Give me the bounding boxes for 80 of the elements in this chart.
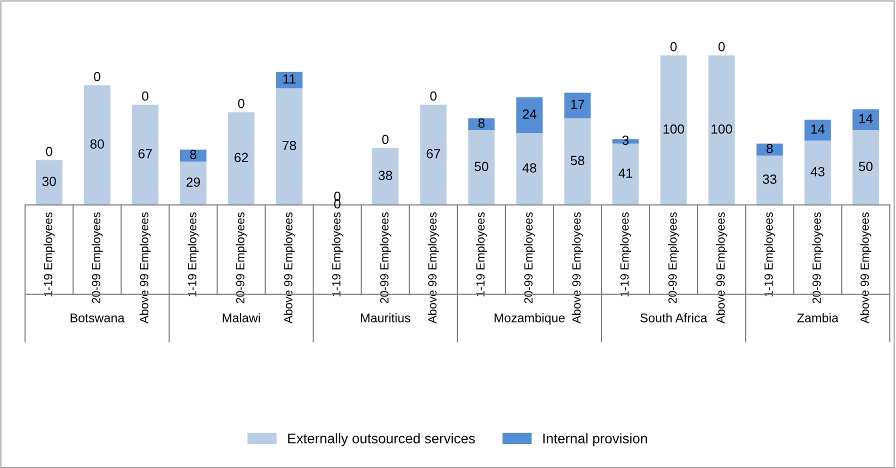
data-label: 14: [859, 114, 873, 124]
x-tick-label: 20-99 Employees: [668, 212, 680, 304]
data-label: 8: [766, 144, 773, 154]
data-label: 29: [186, 177, 200, 187]
data-label: 41: [618, 168, 632, 178]
bar: [132, 104, 158, 205]
bar: [228, 112, 254, 205]
text: Botswana: [70, 314, 125, 322]
bar: [516, 97, 543, 134]
data-label: 17: [571, 100, 584, 109]
legend-label: Internal provision: [543, 433, 647, 446]
bar: [804, 120, 831, 141]
data-label: 43: [810, 167, 824, 176]
text: South Africa: [640, 313, 708, 322]
bar: [180, 150, 206, 162]
bar: [660, 55, 687, 205]
data-label: 0: [46, 146, 52, 156]
data-label: 0: [94, 72, 100, 82]
bar: [372, 148, 399, 205]
bar: [804, 140, 831, 205]
data-label: 38: [378, 170, 392, 180]
bar: [852, 130, 879, 205]
bar: [84, 85, 110, 205]
bar: [708, 55, 735, 205]
bar: [852, 109, 879, 130]
bar: [756, 156, 783, 205]
text: Mauritius: [361, 313, 410, 322]
data-label: 48: [522, 163, 536, 173]
bar: [468, 118, 495, 130]
x-tick-label: Above 99 Employees: [860, 212, 872, 324]
data-label: 67: [138, 149, 152, 158]
bar: [756, 144, 783, 156]
bar: [564, 92, 591, 118]
x-tick-label: 20-99 Employees: [92, 212, 103, 304]
x-tick-label: Above 99 Employees: [572, 212, 583, 324]
text: Mozambique: [494, 313, 565, 325]
bar: [564, 118, 591, 205]
data-label: 100: [664, 124, 684, 134]
bar: [420, 104, 447, 205]
data-label: 0: [670, 42, 677, 52]
legend-label: Externally outsourced services: [288, 433, 475, 446]
data-label: 0: [718, 42, 725, 52]
data-label: 24: [522, 109, 536, 119]
data-label: 8: [190, 150, 196, 160]
data-label: 0: [334, 199, 340, 209]
x-tick-label: Above 99 Employees: [716, 212, 728, 324]
text: Malawi: [222, 313, 260, 322]
x-tick-label: 20-99 Employees: [812, 212, 824, 304]
data-label: 33: [762, 174, 776, 184]
data-label: 78: [282, 140, 296, 150]
data-label: 58: [570, 156, 584, 166]
bar: [276, 72, 302, 88]
data-label: 62: [234, 152, 248, 162]
data-label: 67: [426, 149, 440, 158]
data-label: 14: [811, 124, 825, 134]
bar: [468, 130, 495, 205]
data-label: 50: [858, 162, 873, 172]
data-label: 8: [478, 118, 485, 128]
data-label: 0: [142, 91, 148, 101]
x-tick-label: 20-99 Employees: [524, 212, 535, 304]
x-tick-label: 20-99 Employees: [380, 212, 391, 304]
bar: [276, 88, 302, 205]
x-tick-label: Above 99 Employees: [284, 212, 295, 324]
data-label: 11: [283, 74, 296, 84]
bar: [516, 133, 543, 205]
data-label: 0: [430, 91, 437, 101]
bar: [180, 162, 206, 205]
data-label: 100: [712, 124, 732, 134]
data-label: 0: [382, 134, 389, 144]
data-label: 30: [42, 176, 56, 186]
x-tick-label: 20-99 Employees: [236, 212, 247, 304]
data-label: 0: [334, 192, 340, 201]
bar: [36, 160, 62, 205]
x-tick-label: Above 99 Employees: [140, 212, 151, 324]
x-tick-label: Above 99 Employees: [428, 212, 439, 324]
bar: [612, 144, 639, 205]
data-label: 0: [238, 98, 244, 108]
data-label: 80: [90, 139, 104, 149]
text: Zambia: [797, 313, 839, 322]
data-label: 50: [474, 162, 488, 172]
